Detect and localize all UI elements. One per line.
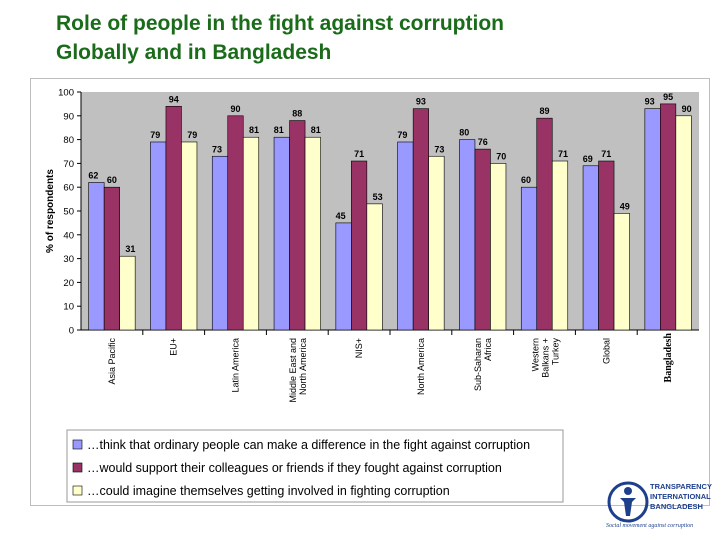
bar [351, 160, 368, 331]
bar [598, 160, 615, 331]
y-tick-label: 40 [63, 230, 74, 241]
data-label: 60 [521, 175, 531, 185]
legend-entry: …think that ordinary people can make a d… [87, 438, 530, 452]
x-tick-label: WesternBalkans +Turkey [531, 338, 561, 378]
bar [289, 120, 306, 331]
bar [242, 136, 260, 331]
data-label: 71 [601, 149, 611, 159]
data-label: 88 [292, 109, 302, 119]
ti-globe-figure-icon [607, 481, 649, 523]
ti-bangladesh-logo: TRANSPARENCY INTERNATIONAL BANGLADESH So… [604, 478, 716, 534]
x-tick-label: Sub-SaharanAfrica [473, 338, 493, 391]
x-tick-label: Middle East andNorth America [288, 338, 308, 403]
data-label: 90 [682, 104, 692, 114]
y-tick-label: 80 [63, 135, 74, 146]
data-label: 70 [496, 151, 506, 161]
y-tick-label: 50 [63, 207, 74, 218]
bar-chart: 0 10 20 30 40 50 60 70 80 90 100 % of respondents 62… [45, 88, 699, 503]
data-label: 62 [88, 170, 98, 180]
logo-tagline: Social movement against corruption [606, 523, 694, 529]
bar [474, 148, 491, 331]
bar [490, 163, 507, 331]
data-label: 79 [187, 130, 197, 140]
data-label: 94 [169, 94, 179, 104]
data-label: 79 [150, 130, 160, 140]
y-tick-label: 60 [63, 183, 74, 194]
x-tick-label: EU+ [169, 338, 179, 356]
legend-entry: …would support their colleagues or frien… [87, 461, 502, 475]
bar [304, 136, 321, 331]
bar [88, 182, 105, 331]
logo-line-1: TRANSPARENCY [650, 482, 712, 491]
data-label: 89 [539, 106, 549, 116]
logo-line-2: INTERNATIONAL [650, 492, 711, 501]
legend-swatch [72, 462, 83, 473]
x-tick-label: Latin America [231, 338, 241, 393]
data-label: 93 [645, 97, 655, 107]
bar [211, 155, 229, 331]
data-label: 80 [459, 128, 469, 138]
bar [119, 255, 136, 331]
data-label: 31 [125, 244, 135, 254]
data-label: 76 [478, 137, 488, 147]
y-tick-label: 30 [63, 254, 74, 265]
bar [428, 155, 445, 331]
data-label: 79 [397, 130, 407, 140]
data-label: 71 [354, 149, 364, 159]
bar [459, 139, 476, 331]
bar [582, 165, 599, 331]
data-label: 81 [311, 125, 321, 135]
data-label: 69 [583, 154, 593, 164]
page-title-line-1: Role of people in the fight against corr… [56, 12, 504, 35]
x-tick-label: Bangladesh [663, 333, 674, 383]
bar [412, 108, 429, 331]
data-label: 73 [212, 144, 222, 154]
bar [150, 141, 167, 331]
data-label: 53 [373, 192, 383, 202]
bar [644, 108, 661, 331]
data-label: 93 [416, 97, 426, 107]
x-tick-label: Asia Pacific [107, 338, 117, 385]
data-label: 90 [230, 104, 240, 114]
legend-swatch [72, 485, 83, 496]
y-tick-label: 90 [63, 111, 74, 122]
y-axis-label: % of respondents [45, 169, 56, 253]
bar [613, 213, 630, 331]
y-tick-label: 100 [58, 88, 74, 99]
data-label: 95 [663, 92, 673, 102]
y-tick-label: 0 [69, 326, 74, 337]
data-label: 45 [336, 211, 346, 221]
bar [366, 203, 383, 331]
logo-line-3: BANGLADESH [650, 502, 703, 511]
y-tick-label: 10 [63, 302, 74, 313]
x-tick-label: Global [601, 338, 611, 364]
data-label: 73 [434, 144, 444, 154]
bar [335, 222, 352, 331]
legend-box [66, 429, 564, 503]
page-title-line-2: Globally and in Bangladesh [56, 41, 332, 64]
legend-entry: …could imagine themselves getting involv… [87, 484, 450, 498]
x-tick-label: NIS+ [354, 338, 364, 358]
bar [181, 141, 198, 331]
bar [660, 103, 677, 331]
data-label: 81 [274, 125, 284, 135]
y-tick-label: 20 [63, 278, 74, 289]
chart-frame: 0 10 20 30 40 50 60 70 80 90 100 % of respondents 62… [30, 78, 710, 506]
data-label: 71 [558, 149, 568, 159]
y-tick-label: 70 [63, 159, 74, 170]
bar [103, 186, 120, 331]
bar [520, 186, 538, 331]
data-label: 81 [249, 125, 259, 135]
bar [675, 115, 692, 331]
data-label: 60 [107, 175, 117, 185]
bar [273, 136, 290, 331]
bar [397, 141, 414, 331]
legend-swatch [72, 439, 83, 450]
x-tick-label: North America [416, 338, 426, 395]
bar [536, 117, 553, 331]
bar [227, 115, 244, 331]
bar [551, 160, 569, 331]
bar [165, 105, 182, 331]
data-label: 49 [620, 201, 630, 211]
